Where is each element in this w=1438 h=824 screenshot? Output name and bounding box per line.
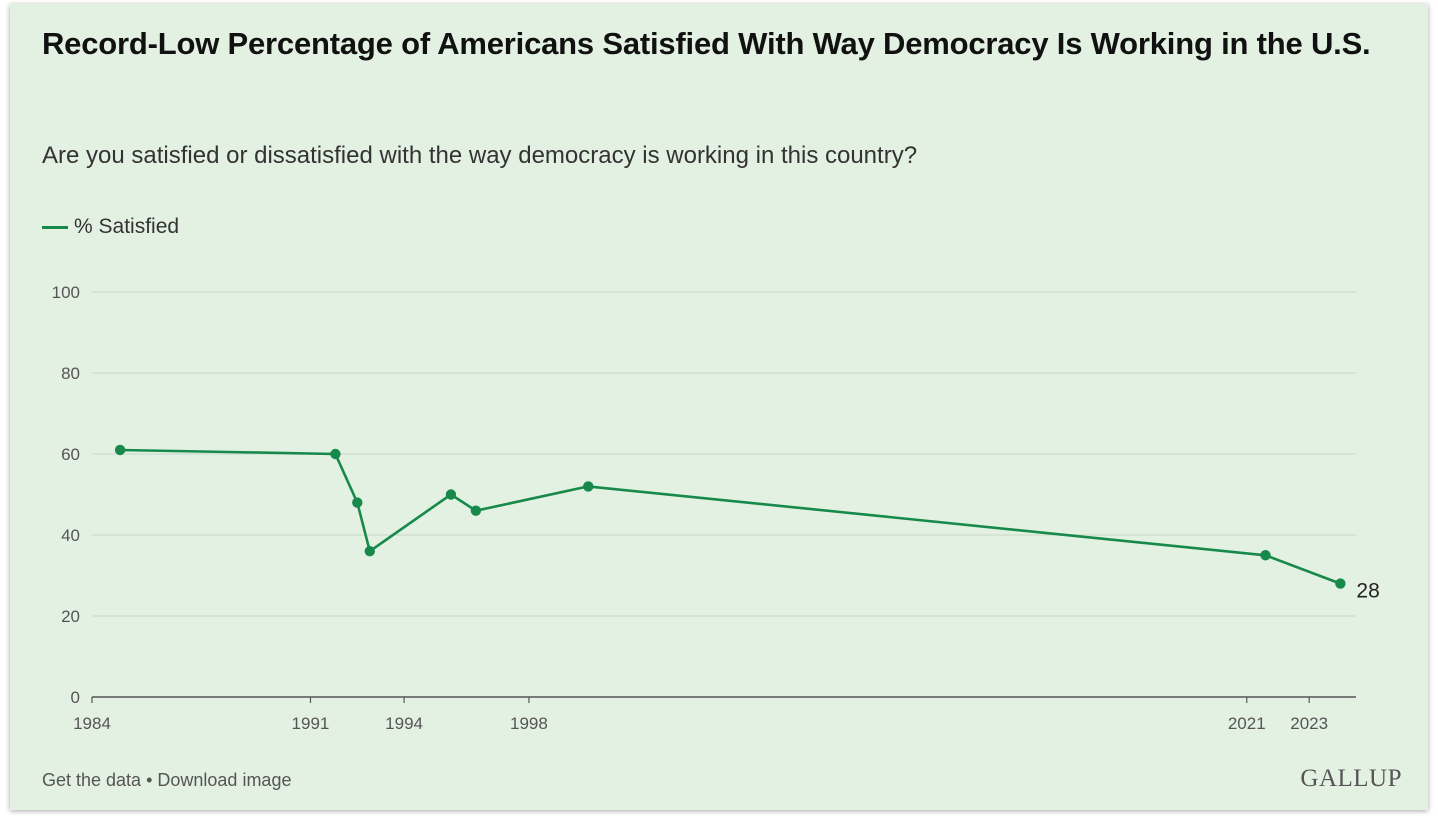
x-tick-label: 1994 [385, 714, 423, 733]
y-tick-label: 20 [61, 607, 80, 626]
series-line-satisfied [118, 448, 1342, 585]
y-tick-label: 80 [61, 364, 80, 383]
data-point [114, 444, 126, 456]
data-point [352, 497, 363, 508]
legend: % Satisfied [42, 215, 179, 239]
legend-line-swatch [42, 225, 68, 229]
end-value-label: 28 [1356, 580, 1379, 603]
data-point [1260, 550, 1271, 561]
legend-label: % Satisfied [74, 215, 180, 238]
x-tick-label: 2023 [1290, 714, 1328, 733]
data-point [330, 448, 341, 460]
y-tick-label: 100 [52, 283, 80, 302]
x-tick-label: 2021 [1228, 714, 1266, 733]
chart-card: Record-Low Percentage of Americans Satis… [10, 4, 1428, 810]
get-data-link[interactable]: Get the data [42, 770, 142, 790]
footer-links: Get the data • Download image [42, 770, 291, 791]
line-chart: 0 20 40 60 80 100 1984 1991 1994 1998 2021 2023 28 [52, 283, 1380, 733]
data-point [470, 505, 482, 516]
data-point [445, 489, 457, 500]
x-tick-label: 1998 [510, 714, 548, 733]
chart-subtitle: Are you satisfied or dissatisfied with t… [42, 142, 918, 169]
x-tick-label: 1991 [292, 714, 330, 733]
data-point [364, 546, 375, 557]
download-image-link[interactable]: Download image [157, 770, 292, 790]
footer-separator: • [141, 770, 158, 790]
chart-title: Record-Low Percentage of Americans Satis… [42, 26, 1371, 61]
y-tick-label: 60 [61, 445, 80, 464]
gallup-logo: GALLUP [1300, 765, 1402, 792]
x-tick-label: 1984 [73, 714, 111, 733]
y-tick-label: 0 [71, 688, 80, 707]
data-point [1335, 578, 1346, 589]
data-point [583, 481, 594, 492]
y-tick-label: 40 [61, 526, 80, 545]
